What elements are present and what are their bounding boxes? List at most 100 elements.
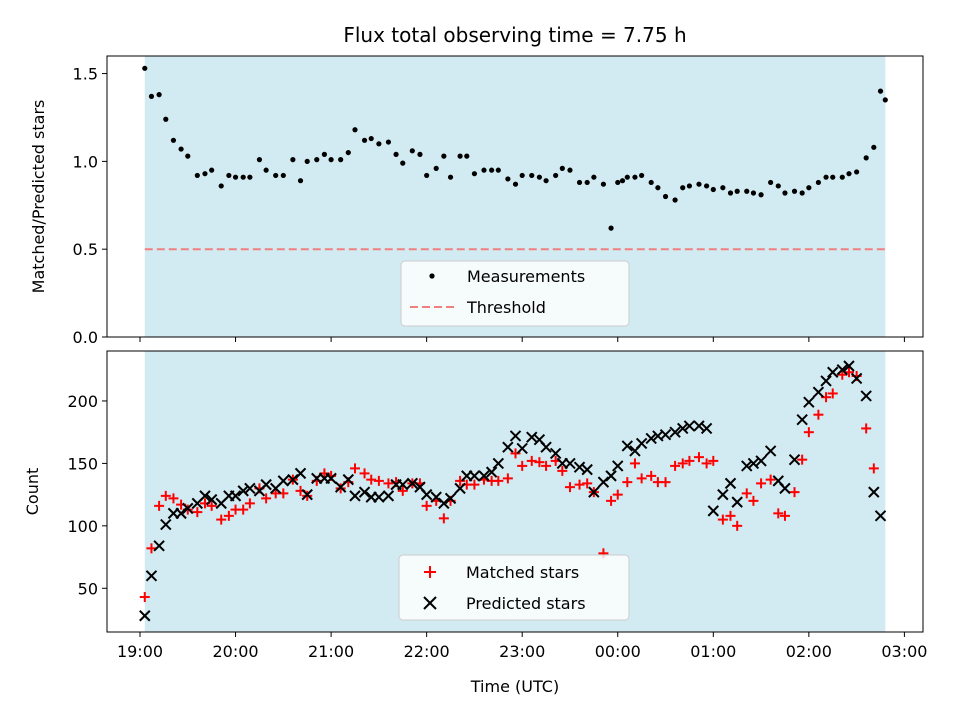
- measurement-point: [433, 165, 439, 171]
- x-tick-label: 22:00: [404, 642, 450, 661]
- measurement-point: [727, 190, 734, 196]
- matched-star-point: [765, 474, 776, 485]
- count-points: [139, 360, 887, 622]
- predicted-star-point: [444, 492, 457, 505]
- predicted-star-point: [549, 447, 562, 460]
- predicted-star-point: [741, 460, 753, 472]
- x-tick-label: 03:00: [881, 642, 927, 661]
- measurement-point: [481, 167, 487, 173]
- predicted-star-point: [260, 478, 272, 491]
- predicted-star-point: [669, 426, 681, 438]
- measurement-point: [863, 155, 869, 161]
- measurement-point: [846, 171, 852, 177]
- predicted-star-point: [731, 496, 743, 508]
- bottom-panel: 50 100 150 200 19:00 20:00 21:00 22:00 23:00 00:…: [23, 350, 927, 696]
- matched-star-point: [154, 500, 165, 511]
- predicted-star-point: [502, 441, 514, 453]
- matched-star-point: [469, 479, 480, 490]
- legend-predicted-label: Predicted stars: [466, 594, 586, 613]
- measurement-point: [393, 151, 399, 157]
- predicted-star-point: [621, 440, 634, 452]
- matched-star-point: [206, 500, 217, 511]
- measurement-point: [799, 190, 805, 196]
- predicted-star-point: [420, 488, 433, 501]
- measurement-point: [218, 183, 224, 189]
- predicted-star-point: [764, 445, 777, 457]
- measurement-point: [639, 172, 645, 179]
- measurement-point: [376, 141, 382, 147]
- matched-star-point: [813, 409, 824, 420]
- predicted-star-point: [160, 518, 172, 531]
- matched-star-point: [660, 477, 671, 488]
- predicted-star-point: [827, 366, 839, 378]
- predicted-star-point: [526, 431, 538, 443]
- measurement-point: [750, 190, 757, 196]
- predicted-star-point: [605, 470, 617, 482]
- measurement-point: [624, 174, 630, 180]
- measurement-point: [839, 174, 845, 180]
- predicted-star-point: [581, 463, 593, 476]
- bottom-y-tick-label: 100: [67, 517, 98, 536]
- measurement-point: [680, 185, 686, 191]
- measurement-point: [791, 188, 798, 194]
- predicted-star-point: [175, 507, 187, 520]
- measurement-point: [655, 185, 661, 191]
- measurement-point: [417, 151, 423, 157]
- measurement-point: [226, 172, 232, 179]
- matched-star-point: [502, 473, 513, 484]
- x-tick-label: 02:00: [786, 642, 832, 661]
- predicted-star-point: [788, 453, 801, 466]
- measurement-point: [441, 153, 447, 159]
- matched-star-point: [725, 510, 736, 521]
- matched-star-point: [779, 510, 790, 521]
- measurement-point: [559, 165, 565, 171]
- matched-star-point: [827, 388, 838, 399]
- predicted-star-point: [836, 364, 848, 376]
- matched-star-point: [517, 460, 528, 471]
- matched-star-point: [708, 455, 719, 466]
- measurement-point: [704, 183, 710, 189]
- predicted-star-point: [868, 486, 880, 498]
- matched-star-point: [526, 455, 537, 466]
- measurement-point: [529, 172, 535, 179]
- measurement-point: [489, 167, 495, 173]
- measurement-point: [352, 127, 358, 133]
- measurement-point: [720, 185, 726, 191]
- measurement-point: [830, 174, 836, 180]
- predicted-star-point: [373, 491, 385, 503]
- measurement-point: [178, 146, 184, 152]
- measurement-point: [758, 192, 764, 198]
- measurement-point: [696, 181, 702, 187]
- matched-star-point: [366, 474, 377, 485]
- predicted-star-point: [199, 490, 211, 502]
- measurement-point: [471, 171, 478, 177]
- matched-star-point: [612, 489, 623, 500]
- predicted-star-point: [358, 486, 371, 498]
- measurement-point: [710, 186, 716, 193]
- predicted-star-point: [277, 475, 290, 487]
- predicted-star-point: [779, 482, 791, 495]
- measurement-point: [209, 167, 215, 173]
- bottom-legend: Matched stars Predicted stars: [398, 554, 630, 621]
- bottom-y-tick-label: 150: [67, 454, 98, 473]
- predicted-star-point: [747, 457, 760, 470]
- predicted-star-point: [145, 570, 158, 582]
- measurement-point: [600, 181, 607, 187]
- measurement-point: [297, 178, 304, 184]
- measurement-point: [775, 183, 781, 189]
- legend-measurements-label: Measurements: [467, 267, 585, 286]
- top-legend-box: [400, 260, 630, 327]
- matched-star-point: [756, 478, 767, 489]
- predicted-star-point: [468, 470, 481, 482]
- legend-predicted-marker: [423, 596, 437, 610]
- measurement-point: [202, 171, 208, 177]
- measurement-point: [782, 190, 788, 196]
- top-y-tick-label: 0.0: [73, 328, 98, 347]
- predicted-star-point: [438, 497, 450, 510]
- matched-star-point: [146, 543, 157, 554]
- bottom-y-tick-label: 50: [78, 579, 98, 598]
- measurement-point: [576, 179, 583, 186]
- predicted-star-point: [325, 472, 337, 485]
- measurement-point: [280, 172, 286, 179]
- x-tick-label: 21:00: [308, 642, 354, 661]
